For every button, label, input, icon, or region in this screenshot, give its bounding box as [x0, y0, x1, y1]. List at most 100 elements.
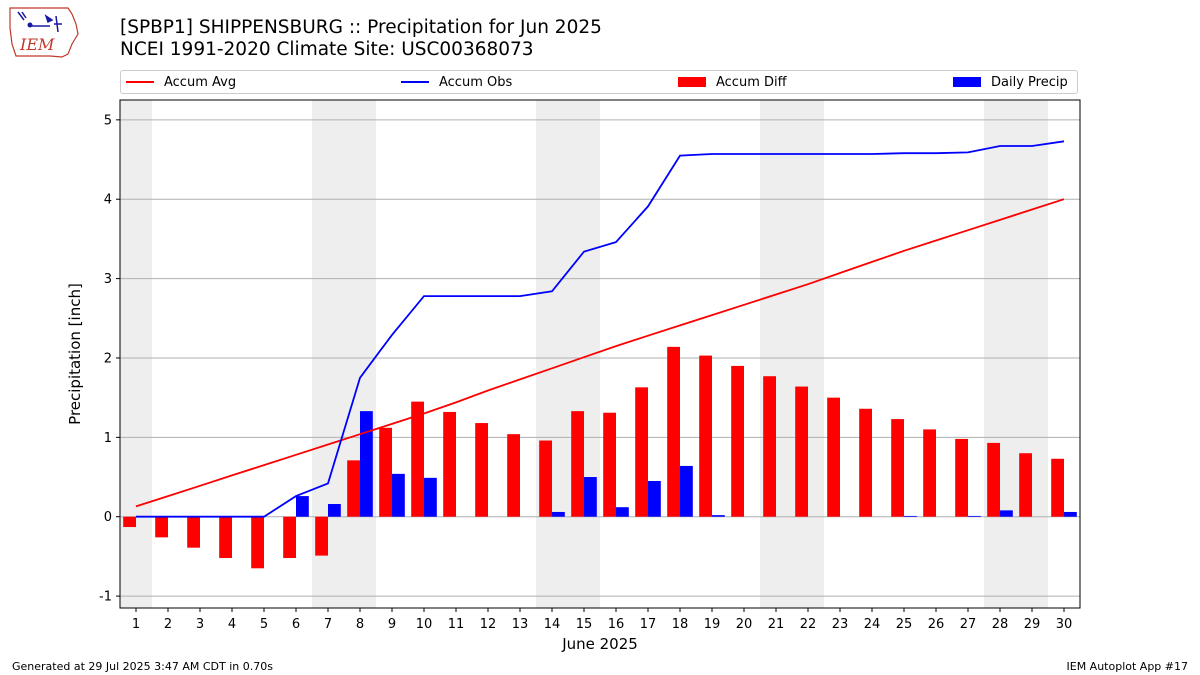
x-tick-label: 14 — [544, 617, 561, 632]
daily-precip-bar — [968, 515, 981, 517]
y-tick-label: -1 — [99, 590, 112, 605]
x-tick-label: 4 — [228, 617, 236, 632]
x-tick-label: 2 — [164, 617, 172, 632]
accum-diff-bar — [155, 516, 168, 538]
accum-diff-bar — [603, 412, 616, 517]
legend-item-accum-avg: Accum Avg — [126, 74, 236, 92]
x-tick-label: 21 — [768, 617, 785, 632]
x-tick-label: 8 — [356, 617, 364, 632]
x-tick-label: 20 — [736, 617, 753, 632]
y-tick-label: 0 — [104, 510, 112, 525]
x-tick-label: 15 — [576, 617, 593, 632]
accum-avg-line — [135, 198, 1065, 508]
daily-precip-bar — [584, 477, 597, 517]
y-tick-label: 3 — [104, 272, 112, 287]
x-tick-label: 26 — [928, 617, 945, 632]
weekend-shade-band — [792, 100, 824, 608]
legend-item-daily-precip: Daily Precip — [953, 74, 1068, 92]
iem-logo: IEM — [9, 7, 79, 58]
legend-item-accum-obs: Accum Obs — [401, 74, 512, 92]
x-tick-label: 30 — [1056, 617, 1073, 632]
daily-precip-bar — [296, 496, 309, 517]
daily-precip-bar — [392, 473, 405, 517]
legend-label-accum-avg: Accum Avg — [164, 75, 237, 90]
x-tick-label: 18 — [672, 617, 689, 632]
accum-diff-bar — [539, 440, 552, 517]
chart-title: [SPBP1] SHIPPENSBURG :: Precipitation fo… — [120, 17, 602, 38]
legend-label-accum-diff: Accum Diff — [716, 75, 787, 90]
x-tick-label: 16 — [608, 617, 625, 632]
weekend-shade-band — [1016, 100, 1048, 608]
accum-diff-bar — [635, 387, 648, 517]
y-tick-label: 4 — [104, 193, 112, 208]
legend-label-daily-precip: Daily Precip — [991, 75, 1068, 90]
x-tick-label: 17 — [640, 617, 657, 632]
accum-diff-bar — [667, 346, 680, 517]
x-tick-label: 5 — [260, 617, 268, 632]
legend-item-accum-diff: Accum Diff — [678, 74, 787, 92]
accum-diff-bar — [955, 438, 968, 517]
daily-precip-bar — [712, 515, 725, 517]
daily-precip-bar — [680, 465, 693, 517]
accum-diff-bar — [283, 516, 296, 558]
legend-swatch-accum-avg — [126, 80, 154, 83]
accum-diff-bar — [507, 434, 520, 517]
accum-diff-bar — [123, 516, 136, 528]
accum-diff-bar — [763, 376, 776, 517]
x-tick-label: 23 — [832, 617, 849, 632]
daily-precip-bar — [616, 507, 629, 517]
legend-swatch-daily-precip — [953, 76, 981, 87]
accum-diff-bar — [923, 429, 936, 517]
footer-app: IEM Autoplot App #17 — [1066, 660, 1189, 673]
accum-diff-bar — [795, 386, 808, 517]
daily-precip-bar — [360, 411, 373, 517]
accum-diff-bar — [731, 365, 744, 517]
weekend-shade-band — [536, 100, 568, 608]
weekend-shade-band — [120, 100, 152, 608]
accum-diff-bar — [443, 411, 456, 517]
accum-diff-bar — [859, 408, 872, 517]
accum-diff-bar — [571, 411, 584, 517]
x-tick-label: 13 — [512, 617, 529, 632]
accum-diff-bar — [251, 516, 264, 569]
x-tick-label: 19 — [704, 617, 721, 632]
x-tick-label: 29 — [1024, 617, 1041, 632]
daily-precip-bar — [1000, 510, 1013, 517]
x-tick-label: 3 — [196, 617, 204, 632]
x-tick-label: 25 — [896, 617, 913, 632]
accum-diff-bar — [315, 516, 328, 556]
daily-precip-bar — [648, 481, 661, 517]
legend-label-accum-obs: Accum Obs — [439, 75, 513, 90]
accum-diff-bar — [475, 423, 488, 517]
y-tick-label: 5 — [104, 113, 112, 128]
footer-generated: Generated at 29 Jul 2025 3:47 AM CDT in … — [12, 660, 273, 673]
daily-precip-bar — [328, 504, 341, 517]
accum-diff-bar — [891, 419, 904, 517]
logo-text: IEM — [19, 35, 55, 54]
x-tick-label: 6 — [292, 617, 300, 632]
chart-legend: Accum Avg Accum Obs Accum Diff Daily Pre… — [120, 70, 1078, 94]
y-tick-label: 2 — [104, 351, 112, 366]
accum-diff-bar — [1051, 458, 1064, 517]
accum-diff-bar — [347, 460, 360, 517]
x-tick-label: 10 — [416, 617, 433, 632]
daily-precip-bar — [904, 515, 917, 517]
weekend-shade-band — [344, 100, 376, 608]
daily-precip-bar — [552, 511, 565, 517]
accum-diff-bar — [219, 516, 232, 558]
accum-diff-bar — [187, 516, 200, 548]
plot-frame — [119, 99, 1081, 609]
x-axis-label: June 2025 — [561, 635, 638, 653]
chart-subtitle: NCEI 1991-2020 Climate Site: USC00368073 — [120, 39, 534, 60]
accum-diff-bar — [379, 427, 392, 517]
legend-swatch-accum-obs — [401, 80, 429, 83]
weekend-shade-band — [760, 100, 792, 608]
accum-diff-bar — [1019, 453, 1032, 517]
accum-diff-bar — [987, 442, 1000, 517]
accum-diff-bar — [827, 397, 840, 517]
daily-precip-bar — [424, 477, 437, 517]
daily-precip-bar — [1064, 511, 1077, 517]
x-tick-label: 7 — [324, 617, 332, 632]
x-tick-label: 12 — [480, 617, 497, 632]
